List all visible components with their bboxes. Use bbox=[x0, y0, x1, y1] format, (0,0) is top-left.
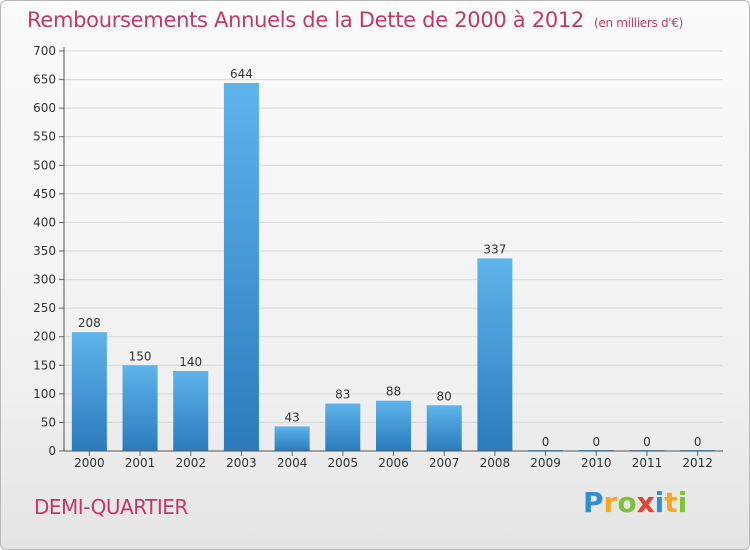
x-tick-label: 2001 bbox=[125, 456, 156, 470]
bar-value-label: 83 bbox=[335, 388, 350, 402]
x-tick-label: 2012 bbox=[682, 456, 713, 470]
x-tick-label: 2003 bbox=[226, 456, 257, 470]
y-tick-label: 100 bbox=[33, 387, 56, 401]
y-tick-label: 350 bbox=[33, 244, 56, 258]
x-tick-label: 2006 bbox=[378, 456, 409, 470]
x-tick-label: 2004 bbox=[277, 456, 308, 470]
y-tick-label: 700 bbox=[33, 44, 56, 58]
x-tick-label: 2005 bbox=[328, 456, 359, 470]
logo-letter: i bbox=[654, 486, 665, 519]
bar-2003 bbox=[223, 83, 259, 451]
chart-title-text: Remboursements Annuels de la Dette de 20… bbox=[27, 8, 584, 32]
bar-2005 bbox=[325, 403, 361, 451]
bar-2002 bbox=[173, 371, 209, 451]
x-axis-ticks: 2000 2001 2002 2003 2004 2005 2006 2007 2008 2009… bbox=[74, 451, 713, 470]
logo-letter: P bbox=[583, 486, 604, 519]
y-tick-label: 500 bbox=[33, 158, 56, 172]
bar-value-label: 0 bbox=[694, 435, 702, 449]
axes bbox=[63, 47, 723, 452]
bar-value-label: 644 bbox=[230, 67, 253, 81]
bar-2004 bbox=[274, 426, 310, 451]
bar-2001 bbox=[122, 365, 158, 451]
bars: 208 150 140 644 43 83 88 80 337 0 0 0 0 bbox=[71, 67, 716, 451]
logo-letter: x bbox=[636, 486, 655, 519]
x-tick-label: 2008 bbox=[480, 456, 511, 470]
bar-value-label: 208 bbox=[78, 316, 101, 330]
y-tick-label: 300 bbox=[33, 273, 56, 287]
x-tick-label: 2011 bbox=[632, 456, 663, 470]
x-tick-label: 2009 bbox=[530, 456, 561, 470]
y-tick-label: 550 bbox=[33, 130, 56, 144]
y-tick-label: 650 bbox=[33, 73, 56, 87]
y-tick-label: 450 bbox=[33, 187, 56, 201]
logo-letter: t bbox=[664, 486, 678, 519]
y-axis-ticks: 0 50 100 150 200 250 300 350 400 450 500 550 600 650 7… bbox=[33, 44, 64, 458]
y-tick-label: 400 bbox=[33, 215, 56, 229]
y-tick-label: 200 bbox=[33, 330, 56, 344]
y-tick-label: 600 bbox=[33, 101, 56, 115]
x-tick-label: 2007 bbox=[429, 456, 460, 470]
logo-letter: i bbox=[677, 486, 688, 519]
bar-2006 bbox=[376, 400, 411, 451]
logo-letter: r bbox=[603, 486, 618, 519]
city-name: DEMI-QUARTIER bbox=[34, 495, 188, 519]
bar-value-label: 0 bbox=[643, 435, 651, 449]
bar-value-label: 80 bbox=[437, 389, 452, 403]
bar-value-label: 0 bbox=[542, 435, 550, 449]
bar-2008 bbox=[477, 258, 513, 451]
proxiti-logo: Proxiti bbox=[583, 486, 687, 519]
x-tick-label: 2002 bbox=[175, 456, 206, 470]
y-tick-label: 0 bbox=[48, 444, 56, 458]
y-tick-label: 250 bbox=[33, 301, 56, 315]
bar-value-label: 337 bbox=[483, 242, 506, 256]
bar-value-label: 0 bbox=[592, 435, 600, 449]
bar-value-label: 150 bbox=[129, 349, 152, 363]
y-tick-label: 50 bbox=[41, 415, 56, 429]
y-tick-label: 150 bbox=[33, 358, 56, 372]
bar-value-label: 140 bbox=[179, 355, 202, 369]
chart-unit: (en milliers d'€) bbox=[594, 16, 684, 30]
bar-value-label: 88 bbox=[386, 385, 401, 399]
chart-title: Remboursements Annuels de la Dette de 20… bbox=[27, 8, 683, 32]
x-tick-label: 2010 bbox=[581, 456, 612, 470]
bar-value-label: 43 bbox=[284, 410, 299, 424]
logo-letter: o bbox=[617, 486, 637, 519]
x-tick-label: 2000 bbox=[74, 456, 105, 470]
bar-2000 bbox=[71, 332, 107, 451]
bar-2007 bbox=[426, 405, 462, 451]
